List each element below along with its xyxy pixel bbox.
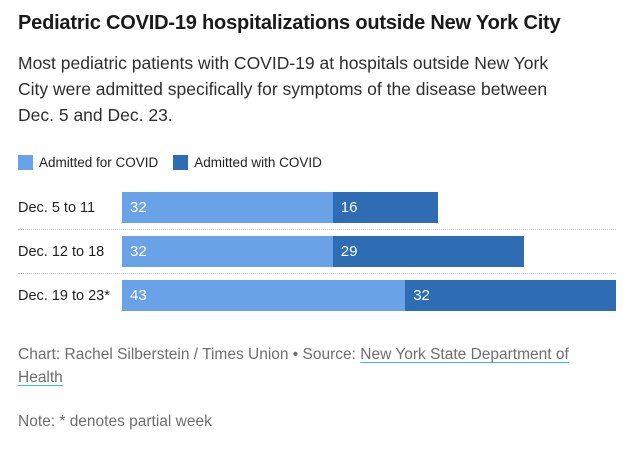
bar-value-label: 32: [130, 199, 147, 216]
chart-title: Pediatric COVID-19 hospitalizations outs…: [18, 12, 561, 34]
bar-chart: Dec. 5 to 11 32 16 Dec. 12 to 18 32 29 Dec. 19…: [18, 186, 616, 317]
bar-value-label: 32: [130, 243, 147, 260]
bar-segment-with-covid[interactable]: 16: [332, 192, 439, 223]
bar-segment-for-covid[interactable]: 32: [122, 236, 333, 267]
bar-track: 32 29: [122, 236, 616, 267]
legend-item-admitted-for-covid: Admitted for COVID: [18, 155, 158, 170]
legend-label: Admitted for COVID: [39, 155, 159, 170]
bar-segment-for-covid[interactable]: 32: [122, 192, 333, 223]
legend-swatch-light-blue: [18, 155, 33, 170]
category-label: Dec. 12 to 18: [18, 243, 105, 260]
legend-item-admitted-with-covid: Admitted with COVID: [173, 155, 322, 170]
legend: Admitted for COVID Admitted with COVID: [18, 155, 616, 170]
bar-segment-with-covid[interactable]: 32: [405, 280, 616, 311]
bar-row: Dec. 5 to 11 32 16: [18, 186, 616, 229]
bar-row: Dec. 19 to 23* 43 32: [18, 273, 616, 317]
legend-label: Admitted with COVID: [194, 155, 322, 170]
bar-segment-for-covid[interactable]: 43: [122, 280, 406, 311]
bar-row: Dec. 12 to 18 32 29: [18, 229, 616, 273]
chart-subtitle: Most pediatric patients with COVID-19 at…: [18, 53, 549, 125]
bar-value-label: 32: [413, 287, 430, 304]
chart-card: Pediatric COVID-19 hospitalizations outs…: [18, 12, 616, 430]
chart-note: Note: * denotes partial week: [18, 413, 212, 430]
chart-credit: Chart: Rachel Silberstein / Times Union …: [18, 343, 606, 389]
category-label: Dec. 5 to 11: [18, 199, 96, 216]
bar-segment-with-covid[interactable]: 29: [332, 236, 524, 267]
bar-track: 43 32: [122, 280, 616, 311]
bar-track: 32 16: [122, 192, 616, 223]
legend-swatch-dark-blue: [173, 155, 189, 170]
bar-value-label: 29: [340, 243, 358, 260]
bar-value-label: 43: [130, 287, 147, 304]
bar-value-label: 16: [340, 199, 358, 216]
source-link[interactable]: New York State Department of Health: [18, 346, 569, 386]
credit-text: Chart: Rachel Silberstein / Times Union …: [18, 346, 356, 363]
category-label: Dec. 19 to 23*: [18, 287, 110, 304]
